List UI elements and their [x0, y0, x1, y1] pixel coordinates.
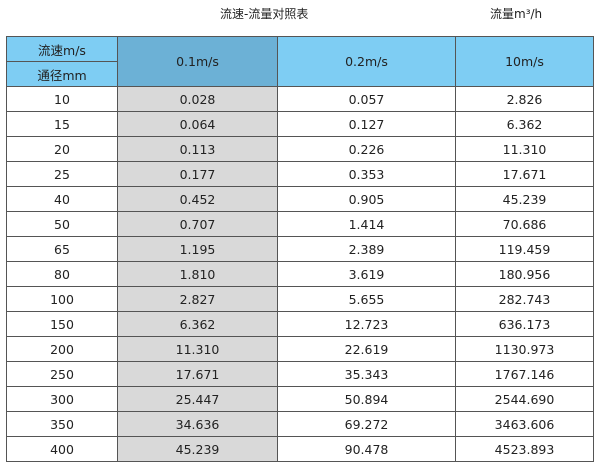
flow-cell: 2.389 [277, 236, 456, 262]
flow-cell: 3.619 [277, 261, 456, 287]
diameter-cell: 40 [6, 186, 118, 212]
flow-cell: 90.478 [277, 436, 456, 462]
table-row: 350 34.636 69.272 3463.606 [6, 411, 594, 437]
flow-cell: 6.362 [117, 311, 278, 337]
velocity-header: 流速m/s [6, 36, 118, 62]
column-header: 0.2m/s [277, 36, 456, 87]
flow-cell: 35.343 [277, 361, 456, 387]
flow-cell: 34.636 [117, 411, 278, 437]
table-row: 10 0.028 0.057 2.826 [6, 86, 594, 112]
flow-cell: 12.723 [277, 311, 456, 337]
diameter-cell: 50 [6, 211, 118, 237]
table-row: 40 0.452 0.905 45.239 [6, 186, 594, 212]
flow-cell: 0.064 [117, 111, 278, 137]
flow-cell: 1.195 [117, 236, 278, 262]
flow-cell: 0.177 [117, 161, 278, 187]
table-row: 300 25.447 50.894 2544.690 [6, 386, 594, 412]
flow-cell: 0.028 [117, 86, 278, 112]
flow-cell: 180.956 [455, 261, 594, 287]
diameter-cell: 150 [6, 311, 118, 337]
flow-cell: 282.743 [455, 286, 594, 312]
flow-cell: 22.619 [277, 336, 456, 362]
flow-cell: 2.826 [455, 86, 594, 112]
diameter-header: 通径mm [6, 61, 118, 87]
flow-cell: 4523.893 [455, 436, 594, 462]
flow-cell: 6.362 [455, 111, 594, 137]
table-row: 65 1.195 2.389 119.459 [6, 236, 594, 262]
diameter-cell: 65 [6, 236, 118, 262]
table-row: 400 45.239 90.478 4523.893 [6, 436, 594, 462]
flow-cell: 0.452 [117, 186, 278, 212]
flow-cell: 1.810 [117, 261, 278, 287]
flow-cell: 50.894 [277, 386, 456, 412]
flow-cell: 17.671 [455, 161, 594, 187]
table-row: 25 0.177 0.353 17.671 [6, 161, 594, 187]
flow-cell: 0.707 [117, 211, 278, 237]
table-row: 100 2.827 5.655 282.743 [6, 286, 594, 312]
table-row: 150 6.362 12.723 636.173 [6, 311, 594, 337]
flow-cell: 5.655 [277, 286, 456, 312]
flow-cell: 45.239 [455, 186, 594, 212]
diameter-cell: 400 [6, 436, 118, 462]
table-row: 15 0.064 0.127 6.362 [6, 111, 594, 137]
flow-cell: 0.113 [117, 136, 278, 162]
flow-cell: 11.310 [455, 136, 594, 162]
table-row: 20 0.113 0.226 11.310 [6, 136, 594, 162]
column-header: 0.1m/s [117, 36, 278, 87]
table-title: 流速-流量对照表 [220, 7, 309, 21]
flow-cell: 3463.606 [455, 411, 594, 437]
diameter-cell: 10 [6, 86, 118, 112]
diameter-cell: 15 [6, 111, 118, 137]
column-header: 10m/s [455, 36, 594, 87]
flow-cell: 0.226 [277, 136, 456, 162]
table-row: 50 0.707 1.414 70.686 [6, 211, 594, 237]
flow-cell: 0.353 [277, 161, 456, 187]
diameter-cell: 100 [6, 286, 118, 312]
flow-cell: 0.057 [277, 86, 456, 112]
flow-cell: 69.272 [277, 411, 456, 437]
table-row: 250 17.671 35.343 1767.146 [6, 361, 594, 387]
flow-cell: 17.671 [117, 361, 278, 387]
flow-table: 流速m/s 0.1m/s 0.2m/s 10m/s 通径mm 10 0.028 0.… [6, 36, 594, 462]
flow-cell: 25.447 [117, 386, 278, 412]
flow-cell: 70.686 [455, 211, 594, 237]
diameter-cell: 350 [6, 411, 118, 437]
flow-cell: 2.827 [117, 286, 278, 312]
flow-cell: 1.414 [277, 211, 456, 237]
flow-cell: 636.173 [455, 311, 594, 337]
flow-cell: 45.239 [117, 436, 278, 462]
diameter-cell: 300 [6, 386, 118, 412]
flow-cell: 11.310 [117, 336, 278, 362]
table-row: 200 11.310 22.619 1130.973 [6, 336, 594, 362]
flow-cell: 1130.973 [455, 336, 594, 362]
flow-cell: 119.459 [455, 236, 594, 262]
diameter-cell: 20 [6, 136, 118, 162]
unit-label: 流量m³/h [490, 7, 543, 21]
flow-cell: 0.127 [277, 111, 456, 137]
diameter-cell: 250 [6, 361, 118, 387]
diameter-cell: 25 [6, 161, 118, 187]
flow-cell: 2544.690 [455, 386, 594, 412]
diameter-cell: 200 [6, 336, 118, 362]
diameter-cell: 80 [6, 261, 118, 287]
flow-cell: 1767.146 [455, 361, 594, 387]
table-row: 80 1.810 3.619 180.956 [6, 261, 594, 287]
flow-cell: 0.905 [277, 186, 456, 212]
